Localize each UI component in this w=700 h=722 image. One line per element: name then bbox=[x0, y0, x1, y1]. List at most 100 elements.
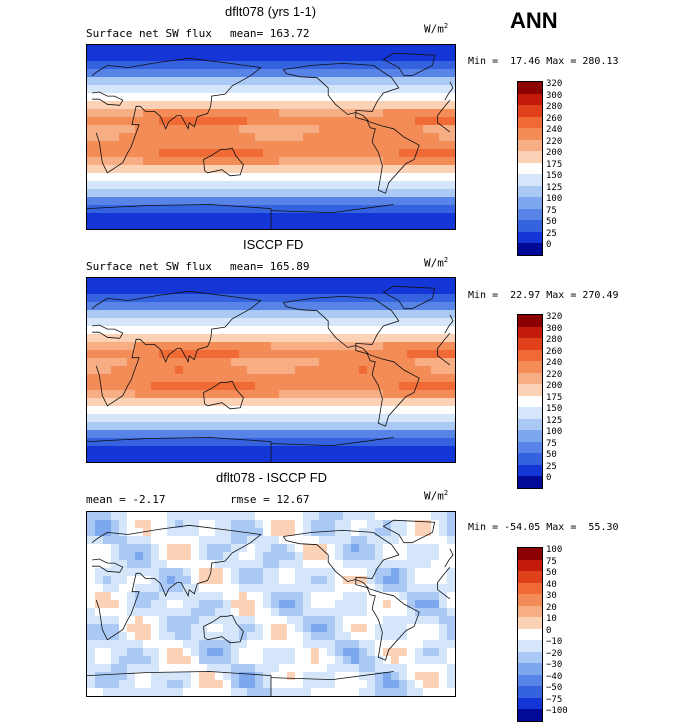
field-cell bbox=[439, 648, 448, 657]
field-cell bbox=[215, 53, 224, 62]
field-cell bbox=[151, 181, 160, 190]
field-cell bbox=[167, 528, 176, 537]
field-cell bbox=[95, 624, 104, 633]
field-cell bbox=[239, 664, 248, 673]
colorbar bbox=[517, 314, 543, 489]
field-cell bbox=[391, 648, 400, 657]
field-cell bbox=[223, 664, 232, 673]
field-cell bbox=[263, 205, 272, 214]
field-cell bbox=[167, 358, 176, 367]
field-cell bbox=[447, 576, 455, 585]
field-cell bbox=[167, 326, 176, 335]
coastline-layer bbox=[87, 285, 454, 462]
coastline bbox=[91, 524, 262, 641]
field-cell bbox=[319, 430, 328, 439]
field-cell bbox=[407, 278, 416, 287]
field-cell bbox=[191, 640, 200, 649]
field-cell bbox=[231, 165, 240, 174]
field-cell bbox=[447, 552, 455, 561]
field-cell bbox=[255, 173, 264, 182]
field-cell bbox=[239, 157, 248, 166]
field-cell bbox=[191, 61, 200, 70]
field-cell bbox=[95, 512, 104, 521]
field-cell bbox=[87, 213, 96, 222]
field-cell bbox=[143, 109, 152, 118]
field-cell bbox=[375, 512, 384, 521]
field-cell bbox=[223, 77, 232, 86]
field-cell bbox=[311, 310, 320, 319]
field-cell bbox=[279, 221, 288, 229]
field-cell bbox=[87, 85, 96, 94]
field-cell bbox=[447, 454, 455, 462]
field-cell bbox=[319, 536, 328, 545]
field-cell bbox=[175, 382, 184, 391]
field-cell bbox=[423, 310, 432, 319]
field-cell bbox=[191, 350, 200, 359]
field-cell bbox=[343, 326, 352, 335]
field-cell bbox=[335, 221, 344, 229]
coastline bbox=[270, 671, 394, 681]
field-cell bbox=[271, 406, 280, 415]
field-cell bbox=[439, 53, 448, 62]
field-cell bbox=[119, 294, 128, 303]
field-cell bbox=[151, 197, 160, 206]
field-cell bbox=[111, 173, 120, 182]
field-cell bbox=[143, 648, 152, 657]
field-cell bbox=[439, 213, 448, 222]
field-cell bbox=[135, 520, 144, 529]
field-cell bbox=[423, 85, 432, 94]
field-cell bbox=[143, 454, 152, 462]
field-cell bbox=[415, 350, 424, 359]
field-cell bbox=[359, 616, 368, 625]
field-cell bbox=[159, 302, 168, 311]
field-cell bbox=[367, 278, 376, 287]
field-cell bbox=[135, 568, 144, 577]
field-cell bbox=[279, 390, 288, 399]
field-cell bbox=[159, 350, 168, 359]
field-cell bbox=[215, 648, 224, 657]
field-cell bbox=[439, 688, 448, 696]
field-cell bbox=[423, 560, 432, 569]
field-cell bbox=[175, 141, 184, 150]
field-cell bbox=[215, 624, 224, 633]
field-cell bbox=[239, 286, 248, 295]
field-cell bbox=[167, 446, 176, 455]
field-cell bbox=[351, 414, 360, 423]
field-cell bbox=[239, 640, 248, 649]
field-cell bbox=[207, 205, 216, 214]
field-cell bbox=[415, 165, 424, 174]
field-cell bbox=[407, 69, 416, 78]
field-cell bbox=[263, 608, 272, 617]
field-cell bbox=[167, 616, 176, 625]
field-cell bbox=[207, 454, 216, 462]
field-cell bbox=[359, 552, 368, 561]
colorbar-swatch bbox=[518, 418, 542, 430]
field-cell bbox=[159, 422, 168, 431]
field-cell bbox=[215, 181, 224, 190]
field-cell bbox=[335, 390, 344, 399]
field-cell bbox=[279, 189, 288, 198]
field-cell bbox=[119, 181, 128, 190]
field-cell bbox=[343, 53, 352, 62]
field-cell bbox=[415, 181, 424, 190]
field-cell bbox=[143, 205, 152, 214]
field-cell bbox=[103, 544, 112, 553]
field-cell bbox=[167, 414, 176, 423]
field-cell bbox=[271, 454, 280, 462]
field-cell bbox=[119, 672, 128, 681]
field-cell bbox=[215, 374, 224, 383]
field-cell bbox=[311, 390, 320, 399]
field-cell bbox=[271, 101, 280, 110]
field-cell bbox=[159, 544, 168, 553]
field-cell bbox=[239, 342, 248, 351]
field-cell bbox=[103, 398, 112, 407]
field-cell bbox=[95, 374, 104, 383]
field-cell bbox=[319, 141, 328, 150]
colorbar-tick-label: 100 bbox=[546, 194, 563, 204]
field-cell bbox=[295, 632, 304, 641]
field-cell bbox=[111, 141, 120, 150]
field-cell bbox=[415, 664, 424, 673]
field-cell bbox=[151, 302, 160, 311]
coastline bbox=[382, 52, 436, 77]
field-cell bbox=[231, 390, 240, 399]
